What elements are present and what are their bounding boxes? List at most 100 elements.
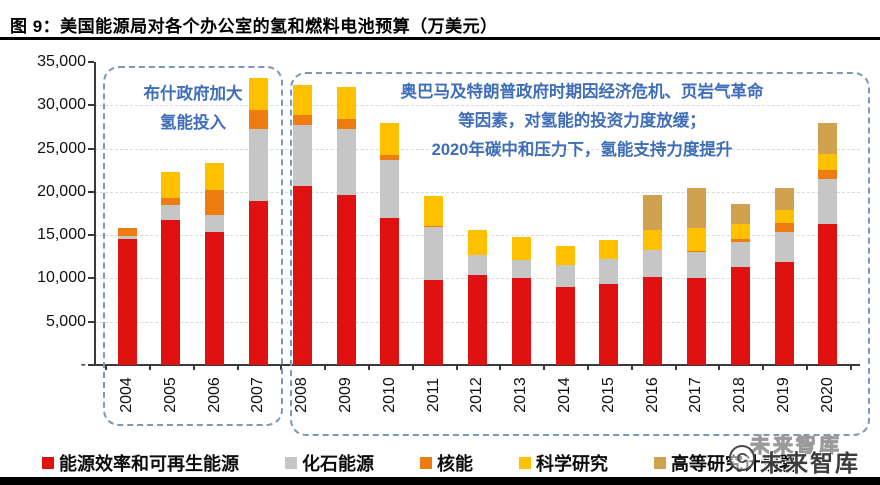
legend-swatch-nuclear-icon [420,457,432,469]
bar-segment [774,188,794,211]
bar-segment [774,210,794,224]
bar-segment [205,215,225,232]
bar-segment [730,238,750,243]
bar-segment [248,110,268,129]
x-axis-tick [499,365,502,370]
legend-label: 核能 [437,454,473,474]
bar-segment [686,252,706,278]
bar-segment [643,195,663,230]
bar-segment [292,114,312,126]
bar-segment [686,188,706,229]
legend-item-eere: 能源效率和可再生能源 [42,450,239,476]
bar-segment [818,123,838,154]
legend-swatch-fossil-icon [285,457,297,469]
legend-item-science: 科学研究 [519,450,608,476]
x-axis-tick [586,365,589,370]
y-axis-label: 15,000 [37,226,86,244]
annotation-box-bush-era [103,66,283,426]
bar-segment [117,228,137,236]
watermark-logo-icon: C [729,445,755,471]
annotation-line: 2020年碳中和压力下，氢能支持力度提升 [431,141,733,159]
legend-label: 科学研究 [536,454,608,474]
bar-segment [467,229,487,256]
watermark-text: 未来智库 [760,450,860,476]
bar-segment [511,236,531,261]
x-axis-tick [455,365,458,370]
x-axis-tick [192,365,195,370]
y-axis-label: 25,000 [37,139,86,157]
bar-segment [424,225,444,228]
x-axis-tick [849,365,852,370]
x-axis-tick [148,365,151,370]
x-axis-tick [762,365,765,370]
bar-segment [818,170,838,179]
y-axis-label: 30,000 [37,96,86,114]
gridline [95,105,860,107]
bar-segment [292,125,312,186]
bar-segment [336,87,356,120]
y-axis-tick [88,61,94,63]
bar-segment [424,280,444,365]
y-axis-label: - [80,356,86,373]
x-axis-tick [411,365,414,370]
watermark-outline-text: 未来智库 [750,435,842,458]
y-axis-tick [88,364,94,366]
bar-segment [161,204,181,220]
bar-segment [555,287,575,365]
bar-segment [380,159,400,218]
y-axis-tick [88,320,94,323]
bar-segment [774,223,794,232]
bar-segment [248,78,268,111]
bar-segment [380,154,400,160]
y-axis-label: 5,000 [45,312,86,330]
bar-segment [643,229,663,250]
bar-segment [248,128,268,201]
title-divider [0,37,880,40]
y-axis-label: 10,000 [37,269,86,287]
y-axis-tick [88,277,94,280]
bar-segment [511,278,531,365]
y-axis-tick [88,190,94,193]
bar-segment [380,217,400,365]
annotation-text-bush-era: 布什政府加大 氢能投入 [113,80,273,138]
bar-segment [424,227,444,281]
bar-segment [161,171,181,198]
x-axis [94,364,860,366]
figure-title: 图 9：美国能源局对各个办公室的氢和燃料电池预算（万美元） [10,17,498,36]
x-axis-tick [630,365,633,370]
y-axis [94,62,96,366]
legend-label: 化石能源 [302,454,374,474]
x-axis-tick [324,365,327,370]
bar-segment [686,250,706,253]
x-axis-tick [674,365,677,370]
bar-segment [686,277,706,365]
annotation-line: 奥巴马及特朗普政府时期因经济危机、页岩气革命 [400,83,764,101]
bar-segment [555,265,575,288]
annotation-line: 氢能投入 [160,114,226,132]
annotation-box-obama-trump-era [290,72,870,436]
x-axis-tick [105,365,108,370]
bottom-divider [0,477,880,485]
bar-segment [599,240,619,259]
bar-segment [336,119,356,129]
bar-segment [511,260,531,279]
bar-segment [599,258,619,284]
bar-segment [643,249,663,277]
annotation-line: 布什政府加大 [143,85,243,103]
bar-segment [818,153,838,171]
bar-segment [292,185,312,365]
bar-segment [380,122,400,155]
gridline [95,191,860,193]
bar-segment [774,231,794,262]
bar-segment [730,267,750,365]
legend-item-nuclear: 核能 [420,450,473,476]
bar-segment [467,255,487,275]
x-axis-tick [367,365,370,370]
bar-segment [205,190,225,216]
bar-segment [248,200,268,365]
bar-segment [336,128,356,196]
y-axis-label: 35,000 [37,53,86,70]
bar-segment [161,219,181,365]
bar-segment [730,242,750,268]
